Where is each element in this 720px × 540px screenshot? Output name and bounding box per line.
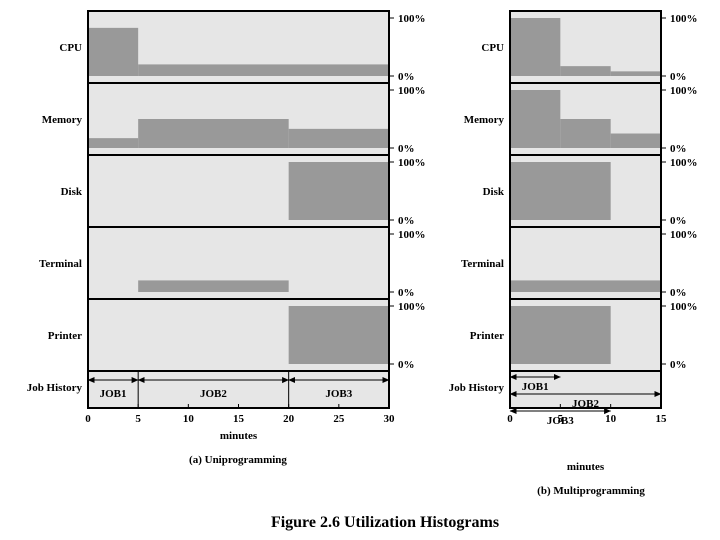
y-tick-label: 0%: [398, 143, 415, 155]
utilization-bar: [560, 66, 611, 76]
utilization-bar: [138, 64, 389, 76]
y-tick-label: 0%: [398, 287, 415, 299]
utilization-bar: [138, 119, 289, 148]
y-tick-label: 100%: [398, 229, 426, 241]
y-tick-label: 0%: [670, 71, 687, 83]
y-tick-label: 0%: [670, 143, 687, 155]
utilization-bar: [560, 119, 611, 148]
y-tick-label: 0%: [670, 287, 687, 299]
resource-label: Disk: [61, 186, 83, 198]
x-tick-label: 0: [85, 413, 91, 425]
utilization-bar: [510, 162, 611, 220]
job-label: JOB1: [100, 388, 127, 400]
y-tick-label: 100%: [398, 85, 426, 97]
x-tick-label: 10: [605, 413, 617, 425]
job-label: JOB2: [200, 388, 227, 400]
x-tick-label: 25: [333, 413, 345, 425]
x-tick-label: 0: [507, 413, 513, 425]
utilization-bar: [510, 90, 561, 148]
resource-label: Printer: [470, 330, 504, 342]
utilization-bar: [88, 27, 139, 76]
job-label: JOB3: [325, 388, 352, 400]
x-tick-label: 15: [233, 413, 245, 425]
utilization-bar: [288, 306, 389, 364]
resource-label: Disk: [483, 186, 505, 198]
utilization-bar: [510, 18, 561, 76]
resource-label: CPU: [481, 42, 504, 54]
y-tick-label: 100%: [670, 157, 698, 169]
multiprogramming-chart: CPU100%0%Memory100%0%Disk100%0%Terminal1…: [449, 10, 698, 497]
figure-title: Figure 2.6 Utilization Histograms: [271, 514, 499, 531]
utilization-bar: [610, 71, 661, 76]
uniprogramming-chart: CPU100%0%Memory100%0%Disk100%0%Terminal1…: [27, 10, 426, 466]
job-label: JOB3: [547, 415, 574, 427]
y-tick-label: 100%: [398, 301, 426, 313]
job-history-label: Job History: [27, 382, 83, 394]
chart-caption: (b) Multiprogramming: [537, 485, 645, 497]
chart-frame: [509, 10, 662, 409]
y-tick-label: 100%: [670, 13, 698, 25]
y-tick-label: 0%: [670, 215, 687, 227]
utilization-bar: [138, 280, 289, 292]
resource-label: Terminal: [461, 258, 504, 270]
x-tick-label: 20: [283, 413, 295, 425]
resource-label: Terminal: [39, 258, 82, 270]
y-tick-label: 100%: [398, 157, 426, 169]
chart-caption: (a) Uniprogramming: [189, 454, 287, 466]
utilization-bar: [288, 162, 389, 220]
y-tick-label: 100%: [670, 85, 698, 97]
x-tick-label: 15: [656, 413, 668, 425]
x-axis-label: minutes: [220, 430, 258, 442]
y-tick-label: 100%: [670, 229, 698, 241]
x-tick-label: 5: [135, 413, 141, 425]
utilization-bar: [610, 133, 661, 148]
y-tick-label: 0%: [670, 359, 687, 371]
utilization-bar: [288, 128, 389, 148]
y-tick-label: 100%: [670, 301, 698, 313]
resource-label: Memory: [42, 114, 83, 126]
utilization-bar: [510, 306, 611, 364]
x-tick-label: 10: [183, 413, 195, 425]
resource-label: Memory: [464, 114, 505, 126]
x-tick-label: 5: [558, 413, 564, 425]
utilization-bar: [88, 138, 139, 148]
x-tick-label: 30: [384, 413, 396, 425]
y-tick-label: 100%: [398, 13, 426, 25]
x-axis-label: minutes: [567, 461, 605, 473]
utilization-bar: [510, 280, 661, 292]
y-tick-label: 0%: [398, 71, 415, 83]
y-tick-label: 0%: [398, 359, 415, 371]
resource-label: Printer: [48, 330, 82, 342]
resource-label: CPU: [59, 42, 82, 54]
job-history-label: Job History: [449, 382, 505, 394]
job-label: JOB1: [522, 381, 549, 393]
y-tick-label: 0%: [398, 215, 415, 227]
